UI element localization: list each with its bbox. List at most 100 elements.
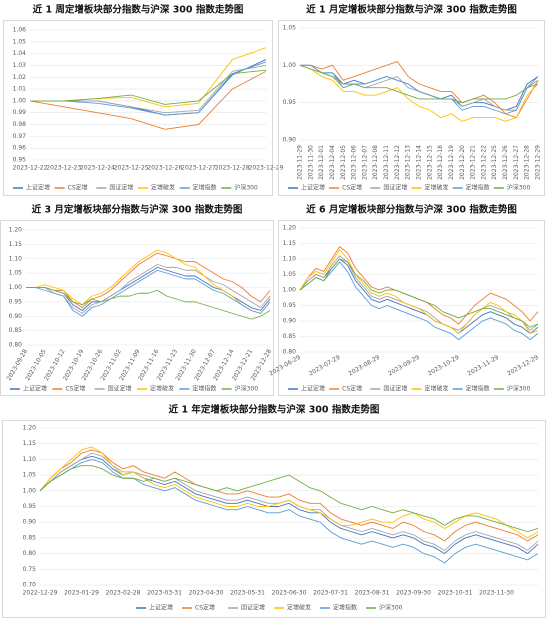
x-tick-label: 2023-04-30 — [189, 590, 224, 597]
x-tick-label: 2023-12-20 — [459, 145, 466, 180]
x-tick-label: 2023-11-29 — [466, 354, 500, 378]
legend-label: 定增破发 — [425, 184, 449, 192]
y-tick-label: 0.85 — [9, 327, 23, 334]
legend-label: 定增指数 — [192, 385, 216, 393]
x-tick-label: 2023-11-30 — [479, 590, 514, 597]
y-tick-label: 0.99 — [13, 109, 27, 116]
series-line — [26, 264, 271, 314]
series-line — [300, 61, 539, 119]
x-tick-label: 2023-12-26 — [147, 165, 182, 172]
y-tick-label: 0.70 — [23, 582, 37, 589]
legend-label: 国证定增 — [109, 184, 133, 192]
y-tick-label: 0.90 — [283, 137, 297, 144]
chart-frame — [278, 220, 545, 396]
legend-label: CS定增 — [68, 184, 88, 192]
x-tick-label: 2023-12-29 — [249, 165, 284, 172]
y-tick-label: 1.20 — [23, 425, 37, 432]
x-tick-label: 2023-07-31 — [313, 590, 348, 597]
y-tick-label: 0.85 — [23, 534, 37, 541]
legend-label: 定增指数 — [333, 604, 357, 612]
series-line — [26, 287, 271, 320]
y-tick-label: 1.20 — [283, 225, 297, 232]
y-tick-label: 0.80 — [283, 349, 297, 356]
legend-label: 定增破发 — [150, 385, 174, 393]
chart-title: 近 3 月定增板块部分指数与沪深 300 指数走势图 — [32, 204, 243, 216]
x-tick-label: 2023-12-06 — [351, 145, 358, 180]
y-tick-label: 1.00 — [283, 62, 297, 69]
series-line — [299, 258, 539, 328]
y-tick-label: 1.05 — [23, 472, 37, 479]
series-line — [39, 465, 539, 533]
x-tick-label: 2023-12-07 — [361, 145, 368, 180]
x-tick-label: 2023-12-27 — [513, 145, 520, 180]
legend-label: 上证定增 — [26, 184, 50, 192]
series-line — [26, 252, 271, 309]
legend-label: 定增破发 — [425, 385, 449, 393]
series-line — [299, 64, 539, 104]
y-tick-label: 1.00 — [23, 487, 37, 494]
x-tick-label: 2022-12-29 — [23, 590, 58, 597]
y-tick-label: 1.05 — [9, 270, 23, 277]
x-tick-label: 2023-05-31 — [230, 590, 265, 597]
x-tick-label: 2023-12-27 — [181, 165, 216, 172]
y-tick-label: 1.15 — [283, 240, 297, 247]
y-tick-label: 0.95 — [13, 157, 27, 164]
series-line — [300, 64, 539, 111]
y-tick-label: 1.05 — [283, 25, 297, 32]
series-line — [30, 61, 267, 116]
y-tick-label: 0.96 — [13, 145, 27, 152]
x-tick-label: 2023-12-28 — [524, 145, 531, 180]
legend-label: 上证定增 — [149, 604, 173, 612]
y-tick-label: 0.75 — [23, 566, 37, 573]
x-tick-label: 2023-12-22 — [480, 145, 487, 180]
series-line — [29, 70, 267, 130]
x-tick-label: 2023-12-01 — [318, 145, 325, 180]
y-tick-label: 1.10 — [23, 456, 37, 463]
y-tick-label: 0.97 — [13, 133, 27, 140]
x-tick-label: 2023-08-31 — [355, 590, 390, 597]
x-tick-label: 2023-11-30 — [307, 145, 314, 180]
legend-label: 定增指数 — [466, 184, 490, 192]
y-tick-label: 0.80 — [23, 550, 37, 557]
x-tick-label: 2023-12-05 — [340, 145, 347, 180]
chart-title: 近 1 月定增板块部分指数与沪深 300 指数走势图 — [306, 4, 517, 16]
legend-label: 沪深300 — [234, 184, 258, 192]
y-tick-label: 0.95 — [283, 302, 297, 309]
x-tick-label: 2023-12-13 — [405, 145, 412, 180]
y-tick-label: 1.00 — [283, 287, 297, 294]
x-tick-label: 2023-07-29 — [308, 354, 342, 378]
x-tick-label: 2023-12-21 — [470, 145, 477, 180]
x-tick-label: 2023-12-24 — [80, 165, 115, 172]
x-tick-label: 2023-12-29 — [535, 145, 542, 180]
series-line — [299, 246, 539, 325]
series-line — [26, 269, 271, 317]
legend-label: 国证定增 — [108, 385, 132, 393]
y-tick-label: 1.00 — [13, 97, 27, 104]
series-line — [26, 249, 271, 314]
x-tick-label: 2023-12-15 — [426, 145, 433, 180]
y-tick-label: 0.90 — [283, 318, 297, 325]
x-tick-label: 2023-09-30 — [396, 590, 431, 597]
chart-frame — [278, 20, 545, 196]
chart-title: 近 1 年定增板块部分指数与沪深 300 指数走势图 — [169, 404, 380, 416]
legend-label: 定增破发 — [151, 184, 175, 192]
legend-label: CS定增 — [342, 385, 362, 393]
series-line — [39, 449, 539, 542]
x-tick-label: 2023-10-31 — [438, 590, 473, 597]
y-tick-label: 0.90 — [23, 519, 37, 526]
y-tick-label: 1.05 — [13, 38, 27, 45]
x-tick-label: 2023-12-26 — [502, 145, 509, 180]
legend-label: 上证定增 — [301, 184, 325, 192]
legend-label: 沪深300 — [507, 184, 531, 192]
series-line — [300, 64, 539, 111]
legend-label: 定增指数 — [193, 184, 217, 192]
x-tick-label: 2023-12-28 — [215, 165, 250, 172]
x-tick-label: 2023-12-25 — [491, 145, 498, 180]
x-tick-label: 2023-12-11 — [383, 145, 390, 180]
legend-label: 国证定增 — [241, 604, 265, 612]
series-line — [299, 249, 539, 334]
x-tick-label: 2023-12-08 — [372, 145, 379, 180]
x-tick-label: 2023-01-29 — [64, 590, 99, 597]
